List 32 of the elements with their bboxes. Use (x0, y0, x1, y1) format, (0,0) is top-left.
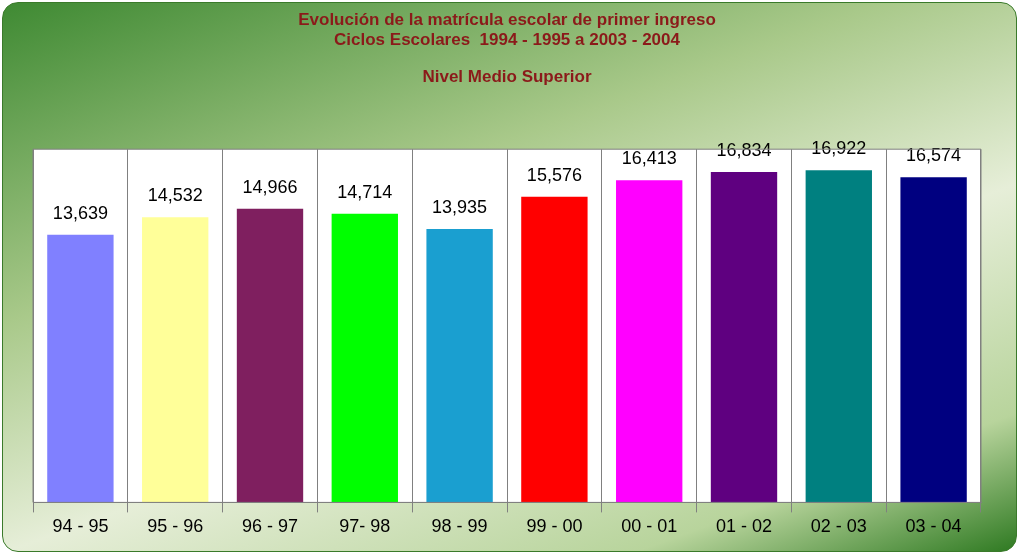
data-label: 15,576 (526, 164, 582, 185)
bar (236, 208, 304, 503)
data-label: 13,935 (432, 196, 488, 217)
data-label: 14,532 (147, 185, 203, 206)
data-label: 14,714 (337, 181, 393, 202)
x-tick-label: 03 - 04 (905, 516, 962, 537)
bar (521, 196, 588, 503)
chart-subtitle: Nivel Medio Superior (422, 66, 592, 86)
chart-title: Evolución de la matrícula escolar de primer ingreso Ciclos Escolares 1994 - 1995 a 2003 - 2004 (298, 9, 716, 50)
x-tick-label: 02 - 03 (810, 516, 867, 537)
x-tick-label: 00 - 01 (621, 516, 678, 537)
data-label: 16,413 (621, 148, 677, 169)
x-tick-label: 99 - 00 (526, 516, 583, 537)
bar (47, 234, 114, 503)
bar (331, 213, 398, 503)
x-tick-label: 01 - 02 (715, 516, 773, 537)
bar (900, 177, 967, 503)
x-tick-label: 95 - 96 (147, 516, 204, 537)
bar (426, 228, 493, 503)
bar (805, 170, 872, 503)
data-label: 16,922 (811, 138, 867, 159)
data-label: 16,574 (906, 145, 962, 166)
bar (710, 172, 778, 503)
bar (616, 180, 683, 503)
x-tick-label: 98 - 99 (431, 516, 488, 537)
x-tick-label: 94 - 95 (52, 516, 109, 537)
x-tick-label: 97- 98 (339, 516, 391, 537)
data-label: 16,834 (716, 140, 772, 161)
x-tick-label: 96 - 97 (241, 516, 299, 537)
data-label: 14,966 (242, 176, 298, 197)
bar (142, 217, 209, 503)
data-label: 13,639 (52, 202, 108, 223)
